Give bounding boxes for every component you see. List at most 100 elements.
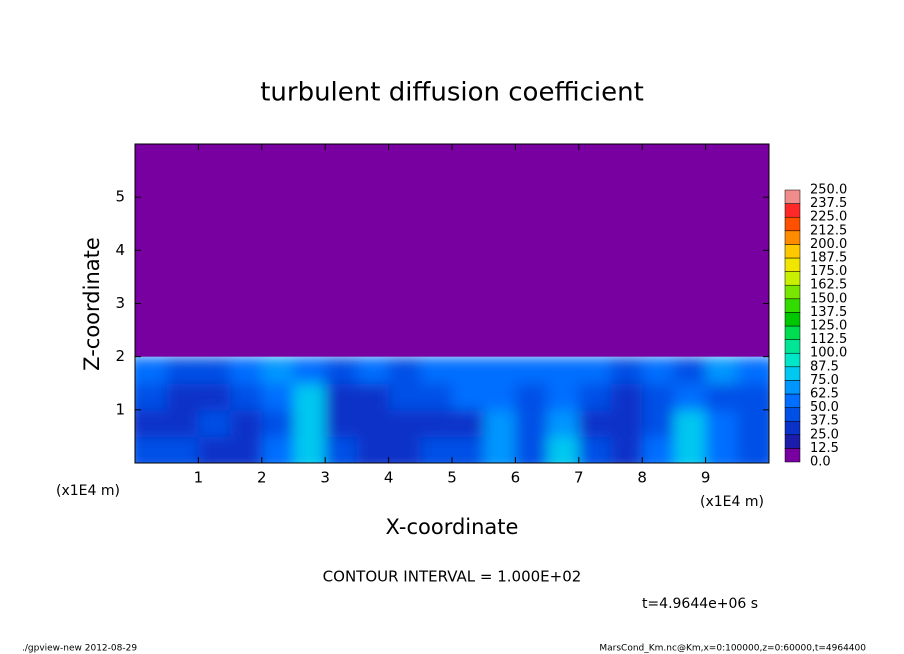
field-cell xyxy=(166,436,199,463)
field-cell xyxy=(705,383,738,411)
y-tick-label: 1 xyxy=(115,400,125,418)
field-cell xyxy=(198,356,231,384)
colorbar-swatch xyxy=(784,339,801,354)
field-cell xyxy=(452,383,485,411)
colorbar-label: 250.0 xyxy=(810,183,847,198)
x-tick-label: 6 xyxy=(511,469,521,487)
colorbar-label: 125.0 xyxy=(810,319,847,334)
x-tick-label: 1 xyxy=(194,469,204,487)
field-cell xyxy=(325,409,358,438)
field-cell xyxy=(420,356,453,384)
field-cell xyxy=(673,383,707,411)
field-cell xyxy=(547,409,580,438)
time-label: t=4.9644e+06 s xyxy=(642,596,758,612)
field-cell xyxy=(230,356,263,384)
field-cell xyxy=(325,383,358,411)
field-cell xyxy=(420,409,453,438)
x-tick-label: 8 xyxy=(637,469,647,487)
field-cell xyxy=(578,356,612,384)
field-cell xyxy=(135,436,168,463)
colorbar-swatch xyxy=(784,312,801,327)
colorbar-swatch xyxy=(784,325,801,340)
colorbar-label: 87.5 xyxy=(810,359,839,374)
field-cell xyxy=(420,144,453,357)
field-cell xyxy=(230,436,263,463)
field-cell xyxy=(610,356,643,384)
field-cell xyxy=(578,409,612,438)
colorbar-label: 200.0 xyxy=(810,237,847,252)
y-tick-label: 2 xyxy=(115,347,125,365)
y-tick-label: 5 xyxy=(115,188,125,206)
colorbar-label: 100.0 xyxy=(810,346,847,361)
field-cell xyxy=(483,409,516,438)
field-cell xyxy=(737,436,769,463)
field-cell xyxy=(452,356,485,384)
field-cell xyxy=(673,356,707,384)
colorbar-label: 150.0 xyxy=(810,291,847,306)
colorbar-label: 25.0 xyxy=(810,427,839,442)
colorbar-swatch xyxy=(784,284,801,300)
field-cell xyxy=(261,436,295,463)
colorbar-label: 162.5 xyxy=(810,278,847,293)
field-cell xyxy=(673,144,707,357)
field-cell xyxy=(515,356,548,384)
field-cell xyxy=(515,436,548,463)
x-axis-label: X-coordinate xyxy=(386,515,519,539)
colorbar-swatch xyxy=(784,257,801,272)
field-cell xyxy=(578,144,611,357)
y-tick-label: 4 xyxy=(115,241,125,259)
field-cell xyxy=(166,144,199,357)
field-cell xyxy=(515,144,548,357)
field-cell xyxy=(166,409,199,438)
field-cell xyxy=(198,436,231,463)
colorbar-label: 0.0 xyxy=(810,455,831,470)
footer-right: MarsCond_Km.nc@Km,x=0:100000,z=0:60000,t… xyxy=(599,644,866,654)
field-cell xyxy=(673,409,707,438)
field xyxy=(135,356,769,463)
field-cell xyxy=(356,144,390,357)
colorbar-swatch xyxy=(784,298,801,313)
colorbar-label: 137.5 xyxy=(810,305,847,320)
field-cell xyxy=(578,436,612,463)
field-cell xyxy=(261,409,295,438)
x-unit-label: (x1E4 m) xyxy=(56,483,120,499)
y-tick-label: 3 xyxy=(115,294,125,312)
field-cell xyxy=(356,383,390,411)
colorbar-label: 50.0 xyxy=(810,400,839,415)
field-cell xyxy=(705,409,738,438)
colorbar-label: 225.0 xyxy=(810,210,847,225)
x-tick-label: 4 xyxy=(384,469,394,487)
field-cell xyxy=(356,436,390,463)
x-unit-label: (x1E4 m) xyxy=(700,494,764,510)
contour-interval: CONTOUR INTERVAL = 1.000E+02 xyxy=(323,568,582,586)
field-cell xyxy=(293,144,326,357)
field-cell xyxy=(166,356,199,384)
field-cell xyxy=(293,409,326,438)
field-cell xyxy=(610,144,643,357)
field-cell xyxy=(515,409,548,438)
field-cell xyxy=(705,436,738,463)
field-upper xyxy=(135,144,770,357)
field-cell xyxy=(452,144,485,357)
colorbar-label: 112.5 xyxy=(810,332,847,347)
colorbar-label: 37.5 xyxy=(810,414,839,429)
field-cell xyxy=(578,383,612,411)
field-cell xyxy=(325,356,358,384)
field-cell xyxy=(325,436,358,463)
field-blur xyxy=(135,356,769,463)
colorbar-label: 75.0 xyxy=(810,373,839,388)
field-cell xyxy=(356,409,390,438)
field-cell xyxy=(388,409,421,438)
field-cell xyxy=(610,436,643,463)
field-cell xyxy=(705,356,738,384)
colorbar-swatch xyxy=(784,230,801,245)
field-cell xyxy=(642,383,675,411)
colorbar-swatch xyxy=(784,366,801,381)
colorbar-label: 12.5 xyxy=(810,441,839,456)
x-tick-label: 3 xyxy=(320,469,330,487)
field-cell xyxy=(388,356,421,384)
colorbar-label: 175.0 xyxy=(810,264,847,279)
field-cell xyxy=(483,436,516,463)
field-cell xyxy=(198,144,231,357)
